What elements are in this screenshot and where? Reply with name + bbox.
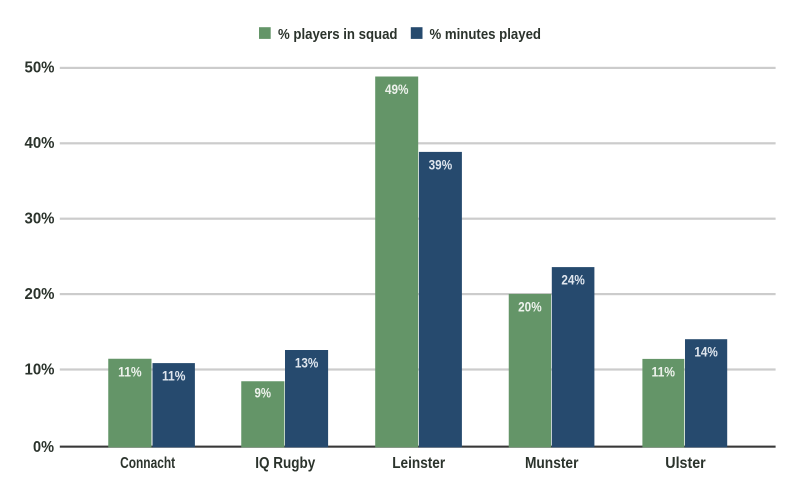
svg-text:% players in squad: % players in squad	[278, 26, 398, 43]
svg-text:% minutes played: % minutes played	[430, 26, 542, 43]
svg-text:40%: 40%	[25, 135, 55, 152]
svg-text:0%: 0%	[33, 439, 54, 456]
svg-text:24%: 24%	[561, 272, 585, 288]
svg-text:11%: 11%	[652, 363, 676, 379]
svg-text:39%: 39%	[429, 156, 453, 172]
svg-text:Leinster: Leinster	[392, 455, 445, 472]
svg-text:20%: 20%	[25, 286, 55, 303]
svg-text:Munster: Munster	[525, 455, 579, 472]
svg-text:11%: 11%	[162, 368, 186, 384]
svg-text:10%: 10%	[25, 361, 55, 378]
svg-text:14%: 14%	[694, 344, 718, 360]
svg-text:Ulster: Ulster	[665, 455, 706, 472]
svg-text:13%: 13%	[295, 355, 319, 371]
svg-text:50%: 50%	[25, 60, 55, 77]
svg-text:11%: 11%	[118, 363, 142, 379]
svg-text:20%: 20%	[518, 298, 542, 314]
svg-text:30%: 30%	[25, 210, 55, 227]
svg-text:49%: 49%	[385, 81, 409, 97]
svg-text:9%: 9%	[255, 384, 272, 400]
svg-text:Connacht: Connacht	[120, 455, 175, 472]
svg-text:IQ Rugby: IQ Rugby	[255, 455, 315, 472]
